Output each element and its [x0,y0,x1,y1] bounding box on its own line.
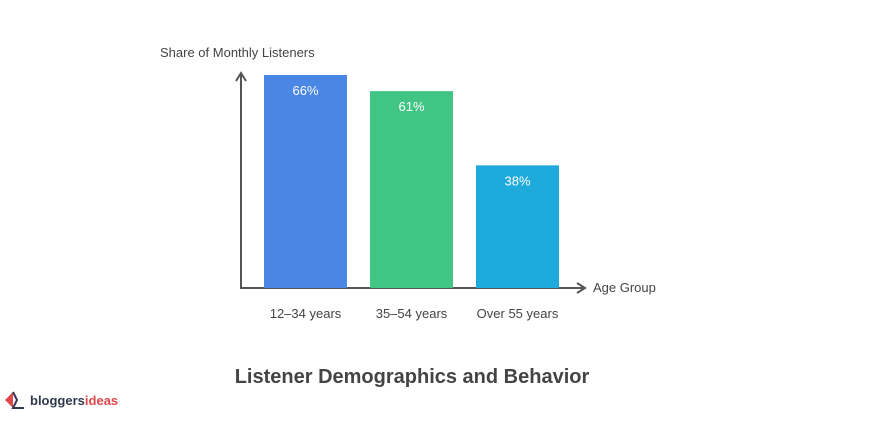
x-tick-label: 12–34 years [270,306,342,321]
bloggersideas-logo: bloggersideas [4,390,118,410]
data-label: 66% [292,83,318,98]
data-label: 61% [398,99,424,114]
x-tick-label: 35–54 years [376,306,448,321]
x-axis-arrow [576,282,587,294]
bar [370,91,453,289]
bar [264,75,347,288]
y-axis-arrow [235,71,247,82]
logo-text-1: bloggers [30,392,85,408]
x-axis-label: Age Group [593,280,656,295]
x-tick-label: Over 55 years [477,306,559,321]
logo-icon [5,391,24,409]
bar [476,165,559,288]
y-axis-label: Share of Monthly Listeners [160,45,315,60]
data-label: 38% [504,173,530,188]
chart-title: Listener Demographics and Behavior [234,366,590,388]
logo-text-2: ideas [84,392,119,408]
